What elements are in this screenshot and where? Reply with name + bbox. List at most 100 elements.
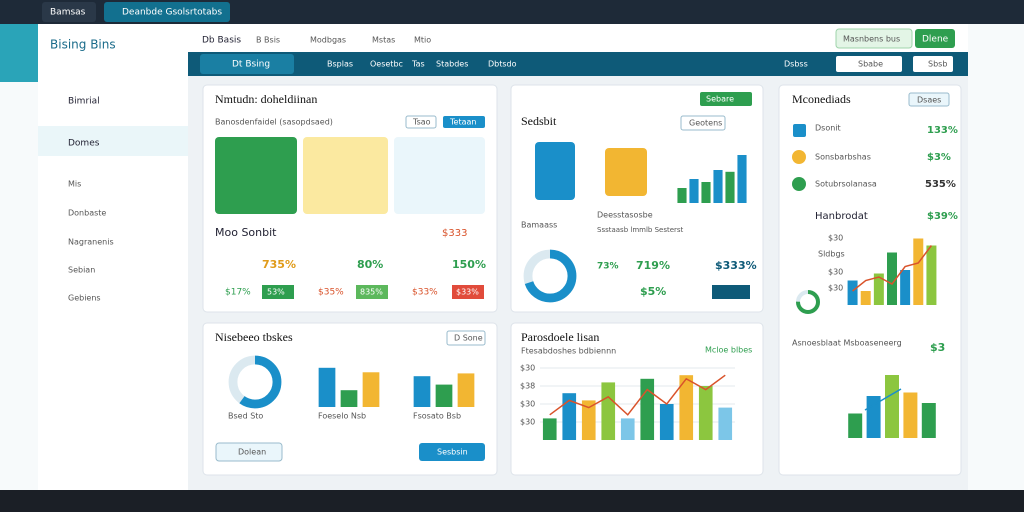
tag: [262, 285, 294, 299]
illustration: [394, 137, 485, 214]
menu-item[interactable]: Sebian: [68, 266, 95, 275]
label: Ssstaasb lmmlb Sesterst: [597, 226, 684, 234]
bar: [677, 188, 687, 203]
tag-text: 835%: [360, 288, 383, 297]
button[interactable]: [446, 330, 486, 346]
axis-label: $30: [828, 284, 843, 293]
button[interactable]: [835, 28, 913, 49]
illustration: [215, 137, 297, 214]
card-subtitle: Banosdenfaidel (sasopdsaed): [215, 118, 333, 127]
line: [549, 374, 726, 416]
bar: [900, 270, 911, 305]
line: [864, 388, 902, 411]
nav[interactable]: Modbgas: [310, 36, 346, 45]
axis-label: $30: [828, 234, 843, 243]
button[interactable]: [913, 56, 953, 72]
y-tick-label: $38: [520, 382, 535, 391]
card-subtitle: Ftesabdoshes bdbiennn: [521, 347, 616, 356]
menu-item[interactable]: Domes: [68, 139, 100, 149]
button[interactable]: [419, 443, 485, 461]
bar: [318, 367, 336, 407]
donut: [523, 249, 577, 303]
menu-item[interactable]: Donbaste: [68, 209, 106, 218]
toolbar-text[interactable]: Tas: [411, 60, 425, 69]
toolbar-text[interactable]: Dsbss: [784, 60, 808, 69]
bar: [718, 407, 733, 440]
note-value: $3: [930, 341, 945, 354]
stat: 73%: [597, 262, 619, 272]
nav[interactable]: Db Basis: [202, 36, 241, 46]
tab[interactable]: [42, 2, 96, 22]
toolbar-text: Dt Bsing: [232, 60, 270, 70]
stat: 735%: [262, 258, 296, 271]
toolbar-tab[interactable]: [200, 54, 294, 74]
button-text: Masnbens bus: [843, 35, 900, 44]
tag: Mcloe blbes: [705, 346, 752, 355]
button[interactable]: [836, 56, 902, 72]
menu-item[interactable]: Mis: [68, 180, 81, 189]
axis-label: $30: [828, 268, 843, 277]
button[interactable]: [680, 115, 726, 131]
bar: [340, 390, 358, 407]
tab-text: Deanbde Gsolsrtotabs: [122, 8, 222, 18]
toolbar-text[interactable]: Dbtsdo: [488, 60, 517, 69]
taskbar: [0, 490, 1024, 512]
button[interactable]: [443, 116, 485, 128]
tag-text: $33%: [456, 288, 479, 297]
stat: $5%: [640, 285, 666, 298]
active-item: [38, 126, 188, 156]
bar: [713, 170, 723, 203]
menu-item[interactable]: Nagranenis: [68, 238, 114, 247]
stat: $33%: [412, 288, 438, 298]
donut: [228, 355, 282, 409]
bar: [413, 376, 431, 407]
illustration: [303, 137, 388, 214]
menu-item[interactable]: Gebiens: [68, 294, 101, 303]
toolbar-text[interactable]: Oesetbc: [370, 60, 403, 69]
nav[interactable]: Mstas: [372, 36, 395, 45]
bar: [926, 245, 937, 305]
heading-value: $39%: [927, 211, 958, 222]
brand: Bising Bins: [50, 38, 116, 52]
button[interactable]: [915, 29, 955, 48]
label: Fsosato Bsb: [413, 412, 461, 421]
stat: $17%: [225, 288, 251, 298]
bar: [435, 384, 453, 407]
icon: [793, 124, 806, 137]
button[interactable]: [405, 115, 437, 129]
toolbar-text[interactable]: Bsplas: [327, 60, 353, 69]
button-text: Sesbsin: [437, 448, 468, 457]
right-rail: [968, 24, 1024, 490]
menu-item[interactable]: Bimrial: [68, 97, 100, 107]
nav[interactable]: Mtio: [414, 36, 431, 45]
bar: [701, 182, 711, 203]
bar: [848, 413, 863, 438]
bar: [581, 400, 596, 440]
bar: [913, 238, 924, 305]
logo: [0, 24, 38, 82]
button[interactable]: [700, 92, 752, 106]
card-title: Parosdoele lisan: [521, 330, 599, 344]
item-value: $3%: [927, 152, 951, 163]
item-label: Dsonit: [815, 124, 841, 133]
button[interactable]: [215, 442, 283, 462]
axis-label: Sldbgs: [818, 250, 845, 259]
item-label: Sonsbarbshas: [815, 153, 871, 162]
bar: [725, 171, 735, 203]
item-value: 133%: [927, 125, 958, 136]
label: Moo Sonbit: [215, 226, 277, 239]
card-title: Sedsbit: [521, 114, 557, 128]
bar: [679, 375, 694, 440]
button-text: Tsao: [412, 118, 431, 127]
tab[interactable]: [104, 2, 230, 22]
badge: $333: [442, 228, 467, 239]
bar: [689, 179, 699, 203]
label: Bamaass: [521, 221, 557, 230]
button-text: Dsaes: [917, 96, 941, 105]
label: Bsed Sto: [228, 412, 263, 421]
nav[interactable]: B Bsis: [256, 36, 280, 45]
stat: 80%: [357, 258, 383, 271]
button[interactable]: [908, 92, 950, 107]
label: Deesstasosbe: [597, 211, 653, 220]
toolbar-text[interactable]: Stabdes: [436, 60, 468, 69]
